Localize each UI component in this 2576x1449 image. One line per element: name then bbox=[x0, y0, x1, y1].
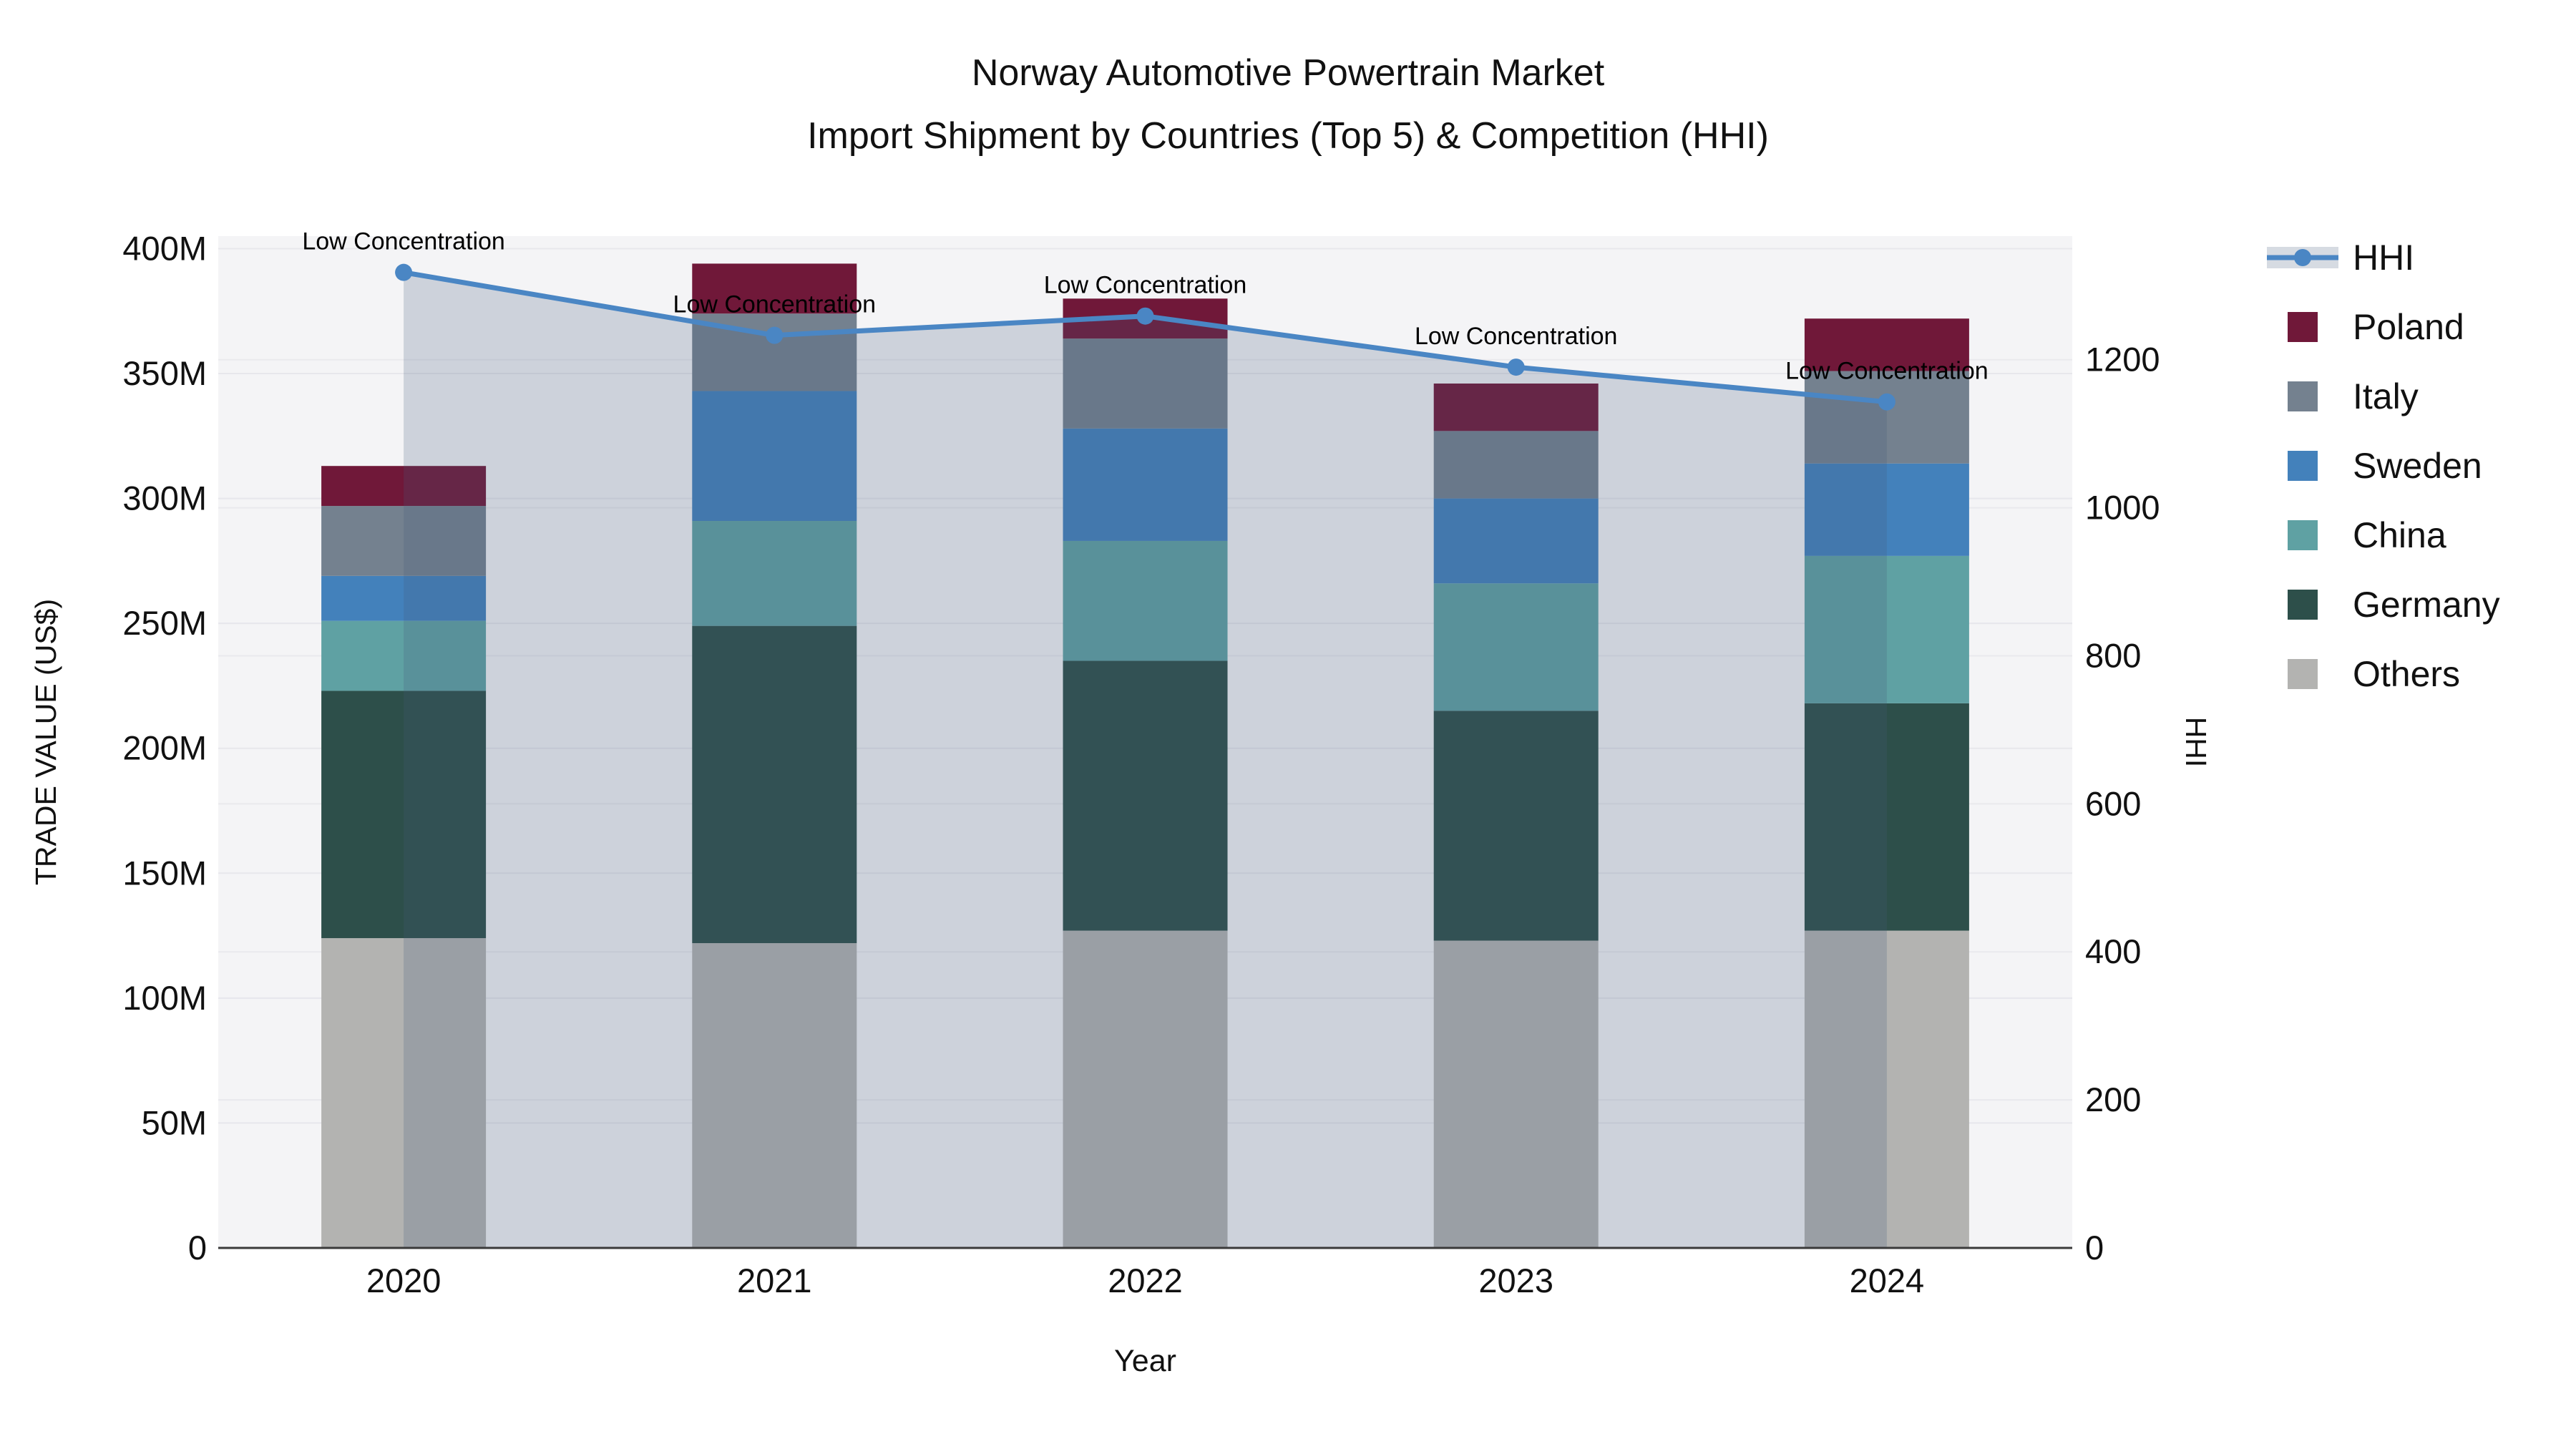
bar-segment-2024-italy bbox=[1804, 371, 1969, 464]
legend-label-china: China bbox=[2353, 515, 2446, 555]
y-left-tick-50M: 50M bbox=[142, 1103, 207, 1141]
x-tick-2024: 2024 bbox=[1850, 1262, 1925, 1299]
bar-segment-2022-germany bbox=[1063, 660, 1228, 931]
legend-label-others: Others bbox=[2353, 654, 2461, 694]
swatch-sweden bbox=[2288, 451, 2318, 481]
swatch-germany bbox=[2288, 590, 2318, 620]
x-tick-2022: 2022 bbox=[1108, 1262, 1183, 1299]
legend-label-sweden: Sweden bbox=[2353, 446, 2482, 486]
y-left-tick-200M: 200M bbox=[122, 729, 207, 767]
y-right-tick-0: 0 bbox=[2085, 1229, 2104, 1267]
hhi-marker-2021 bbox=[766, 326, 784, 344]
bar-segment-2021-sweden bbox=[692, 391, 857, 522]
swatch-italy bbox=[2288, 381, 2318, 411]
bar-segment-2024-poland bbox=[1804, 318, 1969, 371]
bar-segment-2023-germany bbox=[1433, 711, 1599, 941]
bar-segment-2022-china bbox=[1063, 540, 1228, 661]
y-right-tick-200: 200 bbox=[2085, 1080, 2141, 1118]
y-left-tick-100M: 100M bbox=[122, 979, 207, 1017]
y-left-tick-350M: 350M bbox=[122, 354, 207, 392]
swatch-poland bbox=[2288, 312, 2318, 342]
bar-segment-2023-china bbox=[1433, 583, 1599, 711]
y-right-tick-600: 600 bbox=[2085, 784, 2141, 822]
legend-label-hhi: HHI bbox=[2353, 238, 2415, 278]
legend-item-others[interactable]: Others bbox=[2267, 654, 2500, 694]
bar-segment-2024-others bbox=[1804, 930, 1969, 1248]
legend-swatch-germany-icon bbox=[2267, 590, 2338, 620]
chart-title-line-1: Norway Automotive Powertrain Market bbox=[971, 52, 1605, 94]
hhi-marker-2022 bbox=[1136, 307, 1154, 325]
bar-segment-2020-germany bbox=[321, 691, 487, 939]
hhi-area-fill bbox=[404, 272, 1887, 1249]
bar-segment-2020-china bbox=[321, 620, 487, 691]
x-axis-title: Year bbox=[1114, 1344, 1176, 1378]
bar-segment-2023-italy bbox=[1433, 431, 1599, 499]
legend-swatch-italy-icon bbox=[2267, 381, 2338, 411]
bar-segment-2022-others bbox=[1063, 930, 1228, 1248]
annotation-low-concentration-2024: Low Concentration bbox=[1785, 358, 1989, 385]
bar-segment-2020-italy bbox=[321, 506, 487, 576]
y-left-tick-400M: 400M bbox=[122, 229, 207, 267]
hhi-marker-2023 bbox=[1507, 358, 1525, 376]
y-left-tick-250M: 250M bbox=[122, 604, 207, 642]
x-tick-2023: 2023 bbox=[1478, 1262, 1553, 1299]
legend-label-germany: Germany bbox=[2353, 585, 2500, 625]
bar-segment-2020-poland bbox=[321, 466, 487, 507]
legend-item-sweden[interactable]: Sweden bbox=[2267, 446, 2500, 486]
x-tick-2021: 2021 bbox=[737, 1262, 812, 1299]
x-tick-2020: 2020 bbox=[366, 1262, 441, 1299]
annotation-low-concentration-2022: Low Concentration bbox=[1044, 272, 1247, 299]
bar-segment-2021-germany bbox=[692, 625, 857, 944]
annotation-low-concentration-2020: Low Concentration bbox=[302, 228, 505, 255]
y-left-tick-0: 0 bbox=[188, 1229, 207, 1267]
bar-segment-2023-poland bbox=[1433, 383, 1599, 431]
bar-segment-2023-sweden bbox=[1433, 498, 1599, 584]
bar-segment-2021-others bbox=[692, 943, 857, 1248]
bar-segment-2023-others bbox=[1433, 940, 1599, 1248]
hhi-marker-sample bbox=[2294, 249, 2311, 266]
bar-segment-2021-poland bbox=[692, 263, 857, 314]
legend-item-germany[interactable]: Germany bbox=[2267, 585, 2500, 625]
chart-title-line-2: Import Shipment by Countries (Top 5) & C… bbox=[807, 115, 1769, 157]
hhi-marker-2020 bbox=[395, 263, 413, 281]
legend-swatch-sweden-icon bbox=[2267, 451, 2338, 481]
legend-item-china[interactable]: China bbox=[2267, 515, 2500, 555]
bar-segment-2022-italy bbox=[1063, 338, 1228, 429]
y-right-tick-800: 800 bbox=[2085, 636, 2141, 674]
legend-item-poland[interactable]: Poland bbox=[2267, 307, 2500, 347]
legend-swatch-poland-icon bbox=[2267, 312, 2338, 342]
legend-label-poland: Poland bbox=[2353, 307, 2464, 347]
bar-segment-2024-china bbox=[1804, 555, 1969, 703]
legend: HHI Poland Italy Sweden China Germany Others bbox=[2267, 238, 2500, 723]
y-left-tick-150M: 150M bbox=[122, 854, 207, 892]
bar-segment-2020-sweden bbox=[321, 575, 487, 621]
y-right-axis-title: HHI bbox=[2180, 717, 2212, 768]
annotation-low-concentration-2023: Low Concentration bbox=[1415, 323, 1618, 350]
legend-item-italy[interactable]: Italy bbox=[2267, 376, 2500, 416]
hhi-marker-2024 bbox=[1878, 393, 1896, 411]
bar-segment-2024-germany bbox=[1804, 703, 1969, 931]
legend-item-hhi[interactable]: HHI bbox=[2267, 238, 2500, 278]
y-right-tick-1000: 1000 bbox=[2085, 489, 2160, 527]
legend-swatch-china-icon bbox=[2267, 520, 2338, 550]
y-left-tick-300M: 300M bbox=[122, 479, 207, 517]
bar-segment-2021-china bbox=[692, 521, 857, 626]
y-right-tick-1200: 1200 bbox=[2085, 341, 2160, 379]
annotation-low-concentration-2021: Low Concentration bbox=[673, 291, 877, 318]
y-left-axis-title: TRADE VALUE (US$) bbox=[29, 599, 62, 885]
bar-segment-2022-sweden bbox=[1063, 428, 1228, 541]
bar-segment-2024-sweden bbox=[1804, 463, 1969, 556]
y-right-tick-400: 400 bbox=[2085, 932, 2141, 970]
swatch-china bbox=[2288, 520, 2318, 550]
legend-label-italy: Italy bbox=[2353, 376, 2419, 416]
legend-swatch-others-icon bbox=[2267, 659, 2338, 689]
swatch-others bbox=[2288, 659, 2318, 689]
bar-segment-2020-others bbox=[321, 938, 487, 1248]
